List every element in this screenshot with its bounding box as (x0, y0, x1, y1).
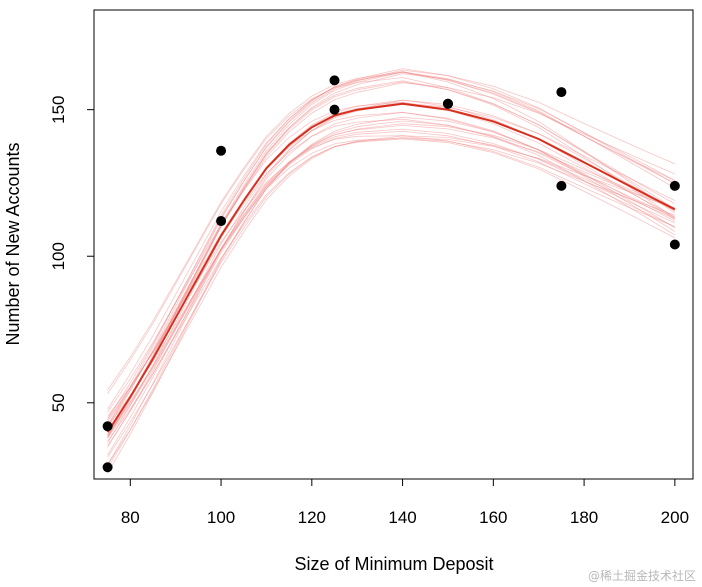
y-axis-title: Number of New Accounts (3, 142, 23, 345)
bootstrap-curve (107, 137, 675, 427)
bootstrap-curve (107, 138, 675, 458)
x-axis: 80 100 120 140 160 180 200 (121, 479, 689, 527)
data-points (102, 75, 680, 473)
plot-frame (93, 9, 694, 480)
bootstrap-curve (107, 135, 675, 466)
bootstrap-curves (107, 68, 676, 474)
bootstrap-curve (107, 73, 675, 439)
bootstrap-curve (107, 130, 675, 439)
bootstrap-curve (107, 71, 676, 426)
x-tick-label-80: 80 (121, 508, 140, 527)
y-tick-label-100: 100 (49, 242, 68, 270)
bootstrap-curve (107, 82, 675, 426)
watermark: @稀土掘金技术社区 (588, 568, 696, 583)
bootstrap-curve (107, 80, 676, 438)
x-tick-label-160: 160 (479, 508, 507, 527)
x-tick-label-200: 200 (661, 508, 689, 527)
data-point (329, 75, 340, 86)
bootstrap-curve (107, 116, 676, 474)
bootstrap-curve (107, 135, 675, 417)
bootstrap-curve (107, 111, 675, 422)
bootstrap-curve (107, 77, 675, 394)
bootstrap-curve (107, 99, 676, 465)
x-axis-title: Size of Minimum Deposit (294, 554, 493, 574)
bootstrap-curve (107, 71, 675, 410)
bootstrap-curve (107, 69, 675, 419)
bootstrap-curve (107, 124, 675, 436)
x-tick-label-100: 100 (207, 508, 235, 527)
bootstrap-curve (107, 99, 676, 443)
y-tick-label-50: 50 (49, 393, 68, 412)
bootstrap-curve (107, 71, 676, 436)
y-tick-label-150: 150 (49, 95, 68, 123)
data-point (102, 462, 113, 473)
data-point (669, 180, 680, 191)
data-point (329, 104, 340, 115)
data-point (216, 145, 227, 156)
data-point (556, 87, 567, 98)
data-point (669, 239, 680, 250)
bootstrap-curve (107, 137, 675, 442)
data-point (216, 216, 227, 227)
bootstrap-curve (107, 112, 676, 456)
data-point (442, 98, 453, 109)
fitted-curve (106, 102, 676, 433)
bootstrap-curve (107, 102, 675, 432)
bootstrap-curve (107, 128, 675, 437)
bootstrap-curve (107, 81, 676, 436)
bootstrap-curve (107, 120, 676, 469)
x-tick-label-180: 180 (570, 508, 598, 527)
data-point (556, 180, 567, 191)
bootstrap-curve (107, 123, 675, 446)
data-point (102, 421, 113, 432)
bootstrap-curve (107, 101, 675, 413)
bootstrap-curve (107, 71, 675, 391)
bootstrap-curve (107, 68, 675, 429)
x-tick-label-120: 120 (298, 508, 326, 527)
x-tick-label-140: 140 (388, 508, 416, 527)
y-axis: 50 100 150 (49, 95, 94, 412)
